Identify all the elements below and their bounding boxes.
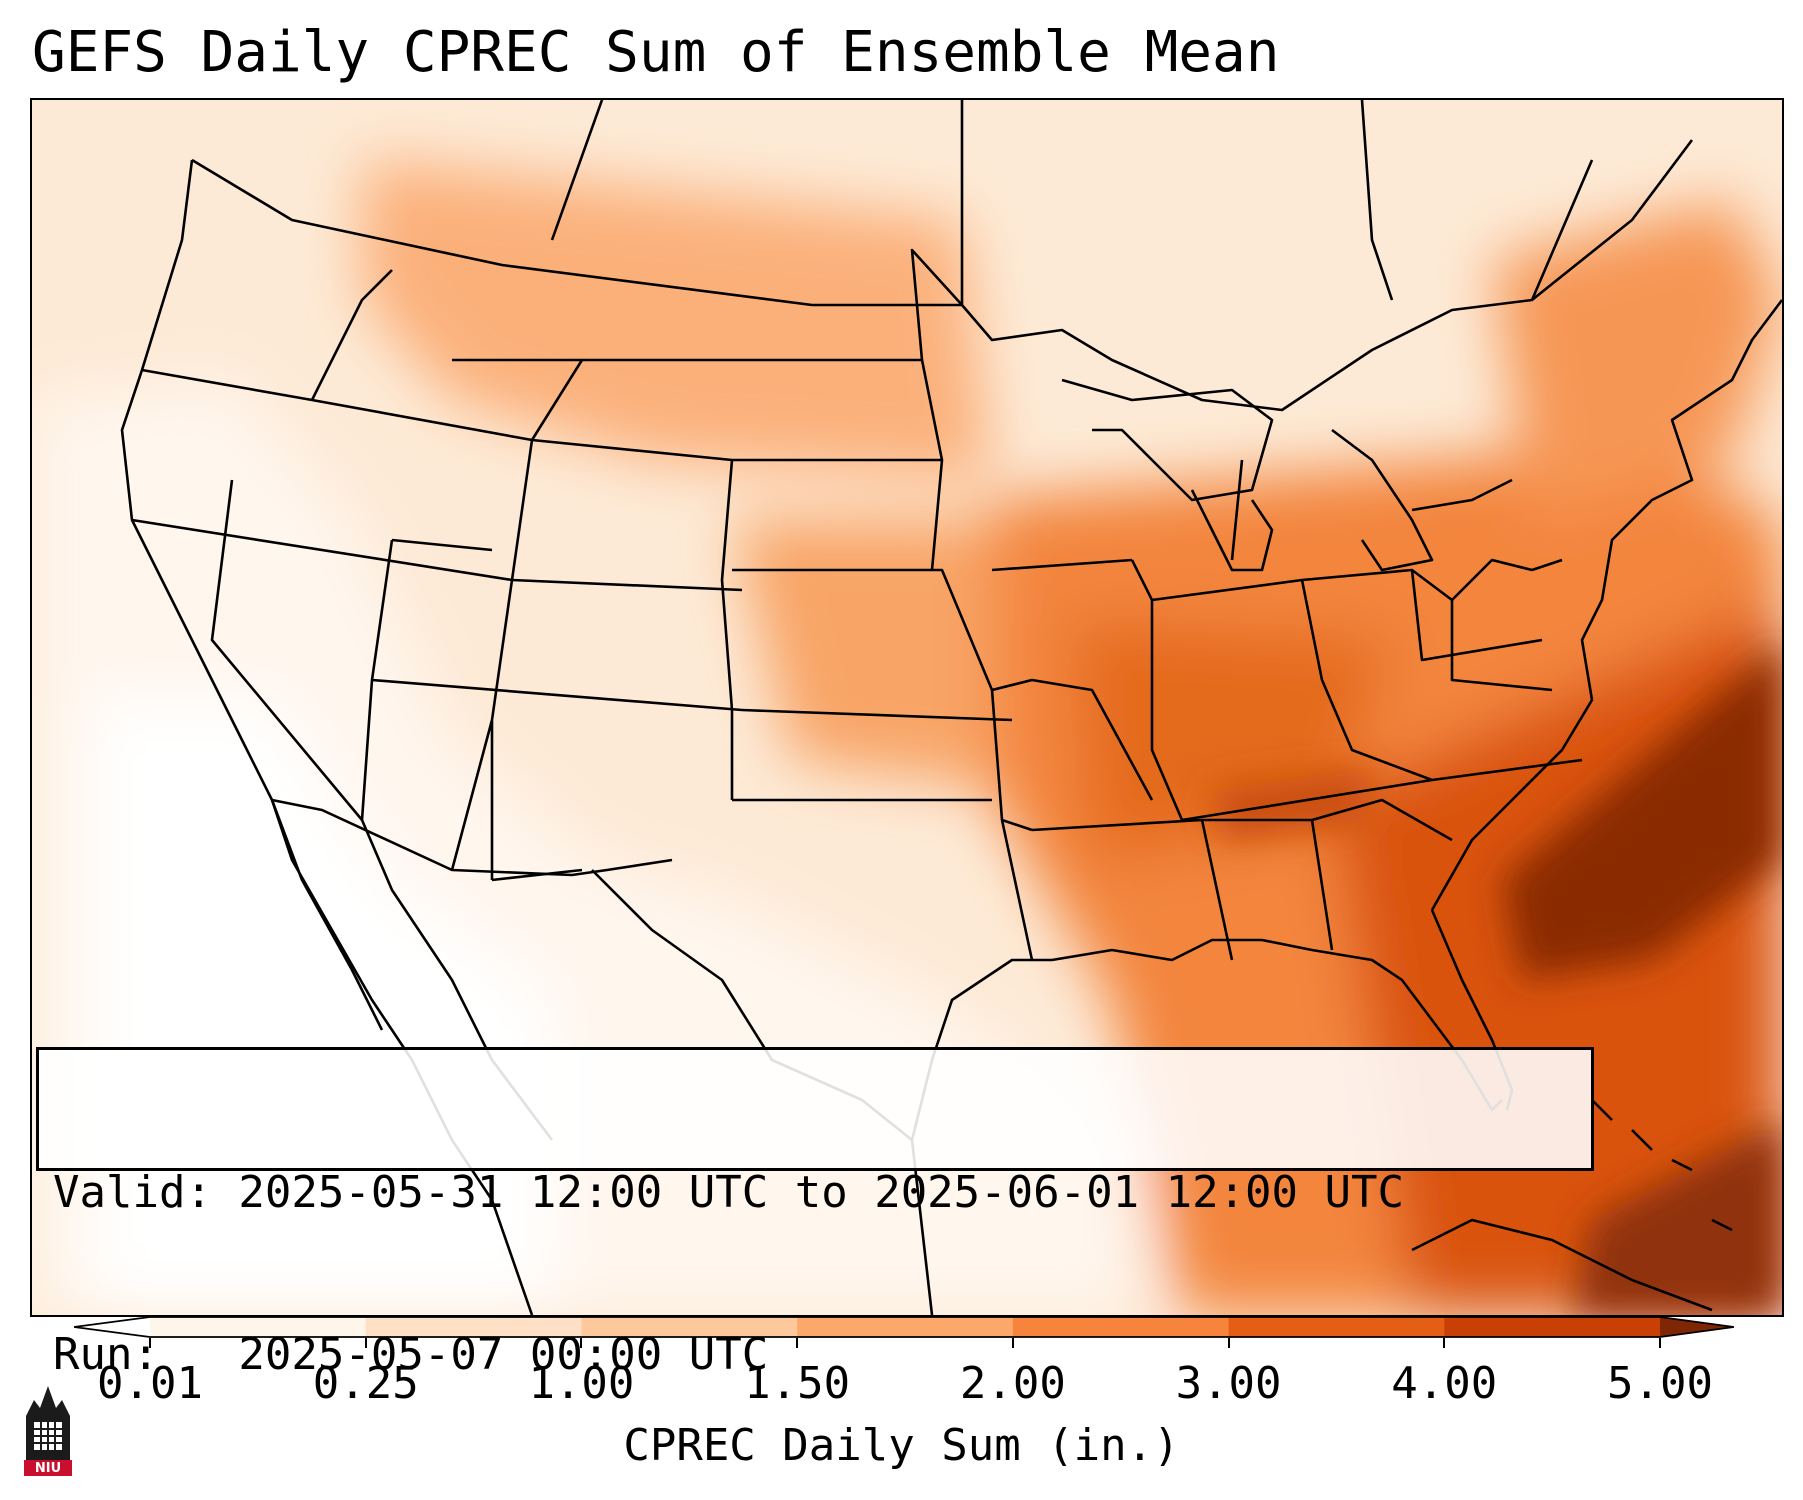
colorbar-label: CPREC Daily Sum (in.) [623, 1420, 1180, 1471]
colorbar-tick-label: 0.01 [97, 1358, 203, 1409]
chart-title: GEFS Daily CPREC Sum of Ensemble Mean [32, 20, 1280, 85]
colorbar-under-extension [74, 1317, 150, 1337]
colorbar-segment [365, 1317, 582, 1337]
niu-logo [24, 1386, 72, 1476]
colorbar-tick-mark [364, 1338, 367, 1348]
precip-north-band [362, 160, 992, 480]
colorbar-segments [74, 1317, 1734, 1337]
colorbar-tick-label: 3.00 [1175, 1358, 1282, 1409]
precip-tn-valley [1212, 770, 1372, 840]
precip-max [1212, 640, 1782, 1315]
colorbar-outline [74, 1316, 1734, 1338]
state-lines-west [131, 100, 743, 882]
precip-plains [732, 520, 1072, 800]
valid-line: Valid: 2025-05-31 12:00 UTC to 2025-06-0… [53, 1167, 1405, 1218]
great-lakes [1061, 378, 1513, 572]
us-border [191, 139, 1694, 412]
colorbar-tick-mark [580, 1338, 583, 1348]
valid-info-box: Valid: 2025-05-31 12:00 UTC to 2025-06-0… [36, 1047, 1594, 1380]
colorbar-tick-mark [796, 1338, 799, 1348]
logo-banner [24, 1460, 72, 1476]
cuba [1411, 1218, 1713, 1312]
colorbar-segment [1012, 1317, 1230, 1337]
colorbar-tick-mark [1011, 1338, 1014, 1348]
colorbar-tick-label: 0.25 [312, 1358, 419, 1409]
precip-atlantic-core [1502, 640, 1782, 980]
state-lines-central [732, 248, 1154, 961]
colorbar-tick-label: 2.00 [959, 1358, 1066, 1409]
colorbar-tick-label: 4.00 [1391, 1358, 1498, 1409]
colorbar-tick-mark [149, 1338, 151, 1348]
mexico-border [271, 798, 673, 877]
colorbar-ticks: 0.01 0.25 1.00 1.50 2.00 3.00 4.00 5.00 [0, 1338, 1803, 1409]
colorbar-segment [150, 1317, 367, 1337]
precip-atlantic-south [1572, 1120, 1782, 1315]
precip-northeast [1492, 200, 1782, 520]
colorbar-segment [1444, 1317, 1661, 1337]
colorbar-tick-label: 1.00 [528, 1358, 635, 1409]
colorbar-segment [1228, 1317, 1445, 1337]
niu-logo-text: NIU [34, 1461, 62, 1476]
colorbar-tick-mark [1227, 1338, 1230, 1348]
colorbar-tick-label: 1.50 [744, 1358, 851, 1409]
colorbar-segment [581, 1317, 798, 1337]
east-coast [1430, 299, 1782, 911]
colorbar-over-extension [1660, 1317, 1734, 1337]
colorbar [74, 1316, 1734, 1338]
state-lines-east [1031, 459, 1583, 961]
colorbar-tick-mark [1659, 1338, 1661, 1348]
colorbar-segment [797, 1317, 1014, 1337]
bahamas [1591, 1099, 1733, 1232]
colorbar-tick-label: 5.00 [1607, 1358, 1713, 1409]
canada-lines [960, 100, 1594, 305]
colorbar-tick-mark [1443, 1338, 1446, 1348]
